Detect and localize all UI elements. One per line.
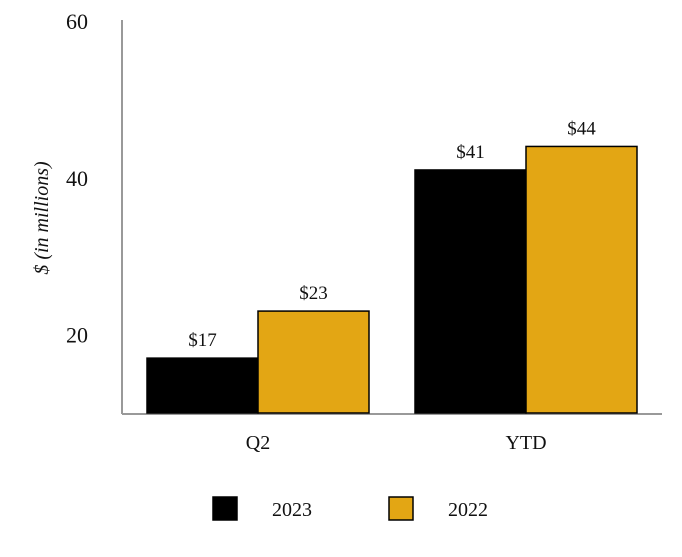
legend-label-2023: 2023 — [272, 499, 312, 521]
x-tick-label: YTD — [505, 432, 546, 454]
y-axis-label: $ (in millions) — [31, 161, 53, 275]
x-tick-label: Q2 — [246, 432, 270, 454]
bar-2022-Q2 — [257, 310, 370, 414]
legend-swatch-2023 — [212, 496, 238, 521]
y-tick-label: 60 — [66, 9, 88, 34]
bar-2023-Q2 — [146, 357, 259, 414]
bar-2022-YTD — [525, 145, 638, 414]
data-label: $17 — [188, 330, 217, 351]
data-label: $23 — [299, 283, 328, 304]
data-label: $44 — [567, 118, 596, 139]
bar-2023-YTD — [414, 169, 527, 414]
y-tick-label: 40 — [66, 166, 88, 191]
legend-label-2022: 2022 — [448, 499, 488, 521]
y-tick-label: 20 — [66, 323, 88, 348]
legend-swatch-2022 — [388, 496, 414, 521]
data-label: $41 — [456, 142, 485, 163]
